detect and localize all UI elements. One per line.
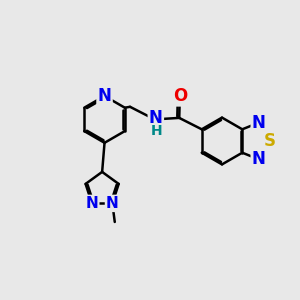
Text: N: N xyxy=(149,109,163,127)
Text: H: H xyxy=(151,124,162,138)
Text: O: O xyxy=(173,87,187,105)
Text: N: N xyxy=(252,114,266,132)
Text: N: N xyxy=(252,150,266,168)
Text: N: N xyxy=(98,87,112,105)
Text: N: N xyxy=(85,196,98,211)
Text: S: S xyxy=(263,132,275,150)
Text: N: N xyxy=(106,196,119,211)
